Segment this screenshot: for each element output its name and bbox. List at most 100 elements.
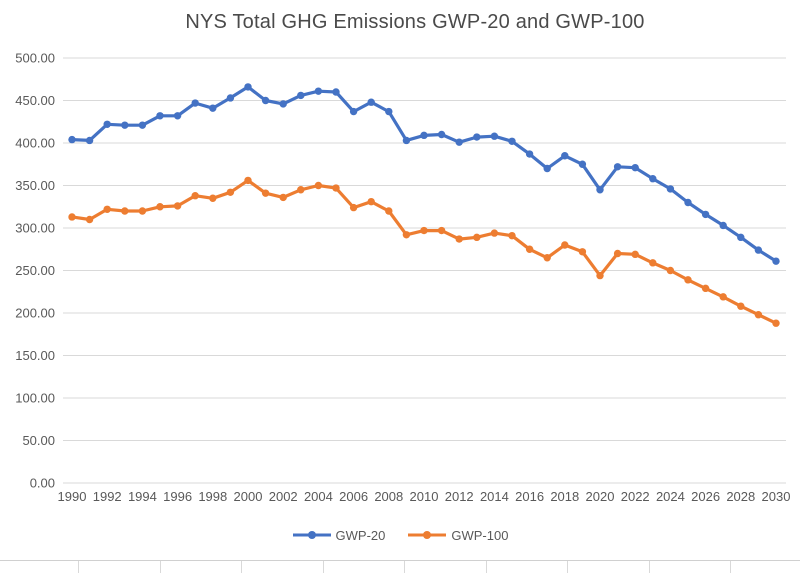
data-point-marker-gwp-100[interactable] — [701, 284, 710, 293]
x-axis-tick-label: 2024 — [656, 489, 685, 504]
data-point-marker-gwp-20[interactable] — [85, 136, 94, 145]
data-point-marker-gwp-20[interactable] — [173, 112, 182, 120]
data-point-marker-gwp-20[interactable] — [701, 210, 710, 219]
data-point-marker-gwp-20[interactable] — [649, 175, 657, 183]
data-point-marker-gwp-20[interactable] — [561, 152, 569, 160]
legend-item-gwp-100[interactable]: GWP-100 — [407, 528, 508, 543]
x-axis-tick-label: 2002 — [269, 489, 298, 504]
data-point-marker-gwp-20[interactable] — [525, 150, 534, 158]
data-point-marker-gwp-100[interactable] — [754, 311, 763, 319]
data-point-marker-gwp-100[interactable] — [649, 259, 657, 267]
data-point-marker-gwp-100[interactable] — [596, 271, 604, 280]
data-point-marker-gwp-20[interactable] — [68, 135, 76, 144]
data-point-marker-gwp-20[interactable] — [226, 94, 235, 102]
data-point-marker-gwp-20[interactable] — [613, 163, 622, 171]
series-line-gwp-100[interactable] — [70, 178, 778, 325]
data-point-marker-gwp-100[interactable] — [631, 250, 639, 259]
data-point-marker-gwp-20[interactable] — [437, 130, 446, 139]
data-point-marker-gwp-100[interactable] — [173, 202, 182, 210]
data-point-marker-gwp-20[interactable] — [631, 163, 639, 172]
legend-marker-gwp-20-icon — [292, 531, 331, 539]
data-point-marker-gwp-100[interactable] — [244, 176, 252, 185]
data-point-marker-gwp-20[interactable] — [191, 99, 199, 107]
data-point-marker-gwp-100[interactable] — [772, 319, 780, 327]
x-axis-tick-label: 2030 — [762, 489, 791, 504]
data-point-marker-gwp-100[interactable] — [332, 184, 340, 192]
y-axis-tick-label: 50.00 — [22, 433, 55, 448]
data-point-marker-gwp-20[interactable] — [314, 87, 323, 95]
data-point-marker-gwp-100[interactable] — [490, 229, 499, 237]
data-point-marker-gwp-20[interactable] — [121, 121, 129, 129]
data-point-marker-gwp-100[interactable] — [719, 293, 727, 301]
data-point-marker-gwp-100[interactable] — [508, 231, 516, 240]
x-axis-tick-label: 1990 — [58, 489, 87, 504]
data-point-marker-gwp-20[interactable] — [385, 107, 393, 116]
data-point-marker-gwp-100[interactable] — [543, 254, 551, 262]
y-axis-tick-label: 200.00 — [15, 306, 55, 321]
data-point-marker-gwp-20[interactable] — [332, 88, 340, 96]
data-point-marker-gwp-20[interactable] — [244, 83, 252, 91]
data-point-marker-gwp-20[interactable] — [684, 198, 692, 207]
data-point-marker-gwp-100[interactable] — [261, 189, 270, 197]
y-axis-tick-label: 500.00 — [15, 51, 55, 66]
data-point-marker-gwp-100[interactable] — [103, 205, 111, 213]
data-point-marker-gwp-100[interactable] — [737, 302, 745, 310]
data-point-marker-gwp-20[interactable] — [367, 98, 375, 106]
data-point-marker-gwp-20[interactable] — [543, 164, 551, 173]
spreadsheet-grid — [0, 560, 800, 573]
chart-title: NYS Total GHG Emissions GWP-20 and GWP-1… — [185, 11, 645, 33]
data-point-marker-gwp-100[interactable] — [578, 248, 587, 256]
data-point-marker-gwp-100[interactable] — [279, 193, 287, 202]
data-point-marker-gwp-20[interactable] — [772, 257, 780, 265]
data-point-marker-gwp-20[interactable] — [297, 91, 305, 100]
data-point-marker-gwp-20[interactable] — [737, 233, 745, 242]
data-point-marker-gwp-100[interactable] — [156, 203, 164, 211]
data-point-marker-gwp-20[interactable] — [279, 100, 287, 108]
data-point-marker-gwp-20[interactable] — [666, 185, 675, 193]
data-point-marker-gwp-100[interactable] — [684, 276, 692, 284]
data-point-marker-gwp-100[interactable] — [191, 192, 199, 200]
data-point-marker-gwp-20[interactable] — [138, 121, 147, 129]
x-axis-tick-label: 2004 — [304, 489, 333, 504]
data-point-marker-gwp-100[interactable] — [226, 188, 235, 196]
x-axis-tick-label: 1994 — [128, 489, 157, 504]
data-point-marker-gwp-100[interactable] — [613, 249, 622, 258]
data-point-marker-gwp-20[interactable] — [508, 137, 516, 145]
data-point-marker-gwp-20[interactable] — [596, 186, 604, 194]
data-point-marker-gwp-100[interactable] — [297, 186, 305, 194]
data-point-marker-gwp-20[interactable] — [103, 120, 111, 128]
data-point-marker-gwp-100[interactable] — [525, 245, 534, 253]
data-point-marker-gwp-20[interactable] — [349, 107, 358, 116]
data-point-marker-gwp-20[interactable] — [473, 133, 481, 141]
legend-item-gwp-20[interactable]: GWP-20 — [292, 528, 385, 543]
data-point-marker-gwp-100[interactable] — [437, 226, 446, 235]
data-point-marker-gwp-20[interactable] — [490, 132, 499, 140]
data-point-marker-gwp-100[interactable] — [420, 226, 428, 235]
data-point-marker-gwp-100[interactable] — [402, 231, 411, 239]
data-point-marker-gwp-20[interactable] — [455, 138, 463, 146]
data-point-marker-gwp-100[interactable] — [473, 233, 481, 242]
data-point-marker-gwp-20[interactable] — [209, 104, 217, 112]
data-point-marker-gwp-20[interactable] — [754, 246, 763, 254]
data-point-marker-gwp-20[interactable] — [420, 131, 428, 140]
data-point-marker-gwp-100[interactable] — [455, 235, 463, 243]
data-point-marker-gwp-20[interactable] — [578, 160, 587, 168]
data-point-marker-gwp-100[interactable] — [314, 181, 323, 190]
data-point-marker-gwp-20[interactable] — [402, 136, 411, 145]
data-point-marker-gwp-100[interactable] — [138, 207, 147, 215]
y-axis-tick-label: 250.00 — [15, 263, 55, 278]
data-point-marker-gwp-100[interactable] — [666, 266, 675, 275]
sheet-column-border — [78, 561, 79, 573]
data-point-marker-gwp-100[interactable] — [68, 213, 76, 221]
data-point-marker-gwp-100[interactable] — [367, 197, 375, 206]
x-axis-tick-label: 1996 — [163, 489, 192, 504]
data-point-marker-gwp-100[interactable] — [349, 203, 358, 212]
data-point-marker-gwp-20[interactable] — [261, 96, 270, 105]
data-point-marker-gwp-100[interactable] — [209, 194, 217, 202]
data-point-marker-gwp-20[interactable] — [156, 112, 164, 120]
data-point-marker-gwp-100[interactable] — [561, 241, 569, 249]
data-point-marker-gwp-100[interactable] — [121, 207, 129, 215]
data-point-marker-gwp-100[interactable] — [85, 215, 94, 224]
data-point-marker-gwp-100[interactable] — [385, 207, 393, 215]
data-point-marker-gwp-20[interactable] — [719, 221, 727, 230]
